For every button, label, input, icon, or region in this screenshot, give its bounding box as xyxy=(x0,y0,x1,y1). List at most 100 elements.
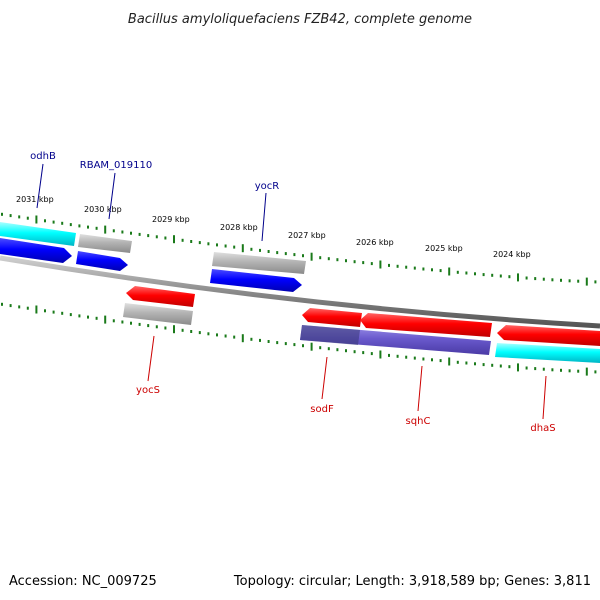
outer-minor-tick xyxy=(198,241,201,245)
inner-minor-tick xyxy=(405,355,408,359)
inner-minor-tick xyxy=(224,334,227,338)
outer-minor-tick xyxy=(594,280,597,284)
outer-minor-tick xyxy=(26,216,29,220)
outer-minor-tick xyxy=(87,225,89,229)
outer-minor-tick xyxy=(147,234,150,238)
outer-tick-ring xyxy=(1,212,597,286)
inner-major-tick xyxy=(585,367,588,376)
inner-minor-tick xyxy=(78,314,81,318)
inner-minor-tick xyxy=(112,319,115,323)
inner-minor-tick xyxy=(388,353,390,357)
outer-minor-tick xyxy=(491,273,494,277)
outer-minor-tick xyxy=(1,212,3,216)
inner-minor-tick xyxy=(431,358,433,362)
inner-minor-tick xyxy=(551,368,554,372)
inner-minor-tick xyxy=(87,315,89,319)
gene-odhB[interactable] xyxy=(0,238,72,263)
label-RBAM-019110[interactable]: RBAM_019110 xyxy=(80,160,152,171)
inner-major-tick xyxy=(448,357,451,366)
inner-major-tick xyxy=(35,305,38,314)
outer-minor-tick xyxy=(482,273,485,277)
tick-label-2025: 2025 kbp xyxy=(425,244,463,253)
genome-backbone xyxy=(0,255,600,329)
topology-summary: Topology: circular; Length: 3,918,589 bp… xyxy=(233,574,591,589)
label-odhB[interactable]: odhB xyxy=(30,151,56,162)
outer-minor-tick xyxy=(250,247,253,251)
tick-label-2024: 2024 kbp xyxy=(493,250,531,259)
outer-minor-tick xyxy=(216,243,218,247)
inner-minor-tick xyxy=(319,346,322,350)
outer-minor-tick xyxy=(439,269,442,273)
inner-minor-tick xyxy=(491,363,494,367)
outer-minor-tick xyxy=(465,271,468,275)
inner-minor-tick xyxy=(216,333,218,337)
gene-yocR-homolog[interactable] xyxy=(212,252,306,274)
outer-minor-tick xyxy=(138,232,141,236)
outer-minor-tick xyxy=(499,274,502,278)
inner-major-tick xyxy=(379,350,382,359)
gene-dhaS[interactable] xyxy=(497,325,600,346)
outer-minor-tick xyxy=(560,278,562,282)
inner-minor-tick xyxy=(198,331,201,335)
outer-minor-tick xyxy=(276,251,279,255)
inner-minor-tick xyxy=(560,368,562,372)
accession-text: Accession: NC_009725 xyxy=(9,574,157,589)
inner-minor-tick xyxy=(370,352,373,356)
gene-RBAM-019110-homolog[interactable] xyxy=(78,234,132,253)
gene-odhB-homolog[interactable] xyxy=(0,222,76,246)
outer-major-tick xyxy=(310,252,313,261)
outer-minor-tick xyxy=(327,257,330,261)
outer-minor-tick xyxy=(155,235,158,239)
reverse-strand-genes xyxy=(123,286,600,363)
connector-sodF xyxy=(321,356,328,400)
inner-minor-tick xyxy=(336,348,339,352)
inner-minor-tick xyxy=(456,360,459,364)
label-yocS[interactable]: yocS xyxy=(136,385,160,396)
outer-major-tick xyxy=(448,267,451,276)
inner-minor-tick xyxy=(155,325,158,329)
gene-yocS-homolog[interactable] xyxy=(123,303,193,325)
gene-sodF[interactable] xyxy=(302,308,362,327)
outer-minor-tick xyxy=(525,276,528,280)
outer-major-tick xyxy=(379,260,382,269)
inner-minor-tick xyxy=(69,313,72,317)
inner-minor-tick xyxy=(121,320,124,324)
label-yocR[interactable]: yocR xyxy=(255,181,280,192)
tick-label-2027: 2027 kbp xyxy=(288,231,326,240)
outer-minor-tick xyxy=(396,264,399,268)
label-sodF[interactable]: sodF xyxy=(310,404,334,415)
inner-minor-tick xyxy=(345,349,347,353)
inner-minor-tick xyxy=(44,309,46,313)
outer-minor-tick xyxy=(44,219,46,223)
tick-label-2026: 2026 kbp xyxy=(356,238,394,247)
inner-minor-tick xyxy=(293,343,296,347)
outer-minor-tick xyxy=(353,260,356,264)
outer-minor-tick xyxy=(370,262,373,266)
gene-sodF-homolog-shade xyxy=(300,325,360,345)
gene-yocR[interactable] xyxy=(210,269,302,292)
label-sqhC[interactable]: sqhC xyxy=(406,416,431,427)
gene-RBAM-019110[interactable] xyxy=(76,251,128,271)
outer-major-tick xyxy=(173,235,175,244)
inner-minor-tick xyxy=(327,347,330,351)
map-title: Bacillus amyloliquefaciens FZB42, comple… xyxy=(128,12,472,27)
outer-major-tick xyxy=(35,215,38,224)
tick-label-2028: 2028 kbp xyxy=(220,223,258,232)
inner-minor-tick xyxy=(276,341,279,345)
connector-dhaS xyxy=(542,375,547,420)
tick-label-2030: 2030 kbp xyxy=(84,205,122,214)
outer-minor-tick xyxy=(551,278,554,282)
gene-yocS[interactable] xyxy=(126,286,195,307)
gene-dhaS-homolog[interactable] xyxy=(495,343,600,363)
outer-minor-tick xyxy=(388,263,390,267)
label-dhaS[interactable]: dhaS xyxy=(530,423,555,434)
outer-minor-tick xyxy=(577,279,580,283)
outer-minor-tick xyxy=(405,265,408,269)
connector-RBAM-019110 xyxy=(108,172,116,220)
tick-labels: 2031 kbp 2030 kbp 2029 kbp 2028 kbp 2027… xyxy=(16,195,531,259)
gene-sqhC[interactable] xyxy=(360,313,492,337)
outer-minor-tick xyxy=(362,261,365,265)
outer-minor-tick xyxy=(190,240,193,243)
inner-major-tick xyxy=(310,342,313,351)
